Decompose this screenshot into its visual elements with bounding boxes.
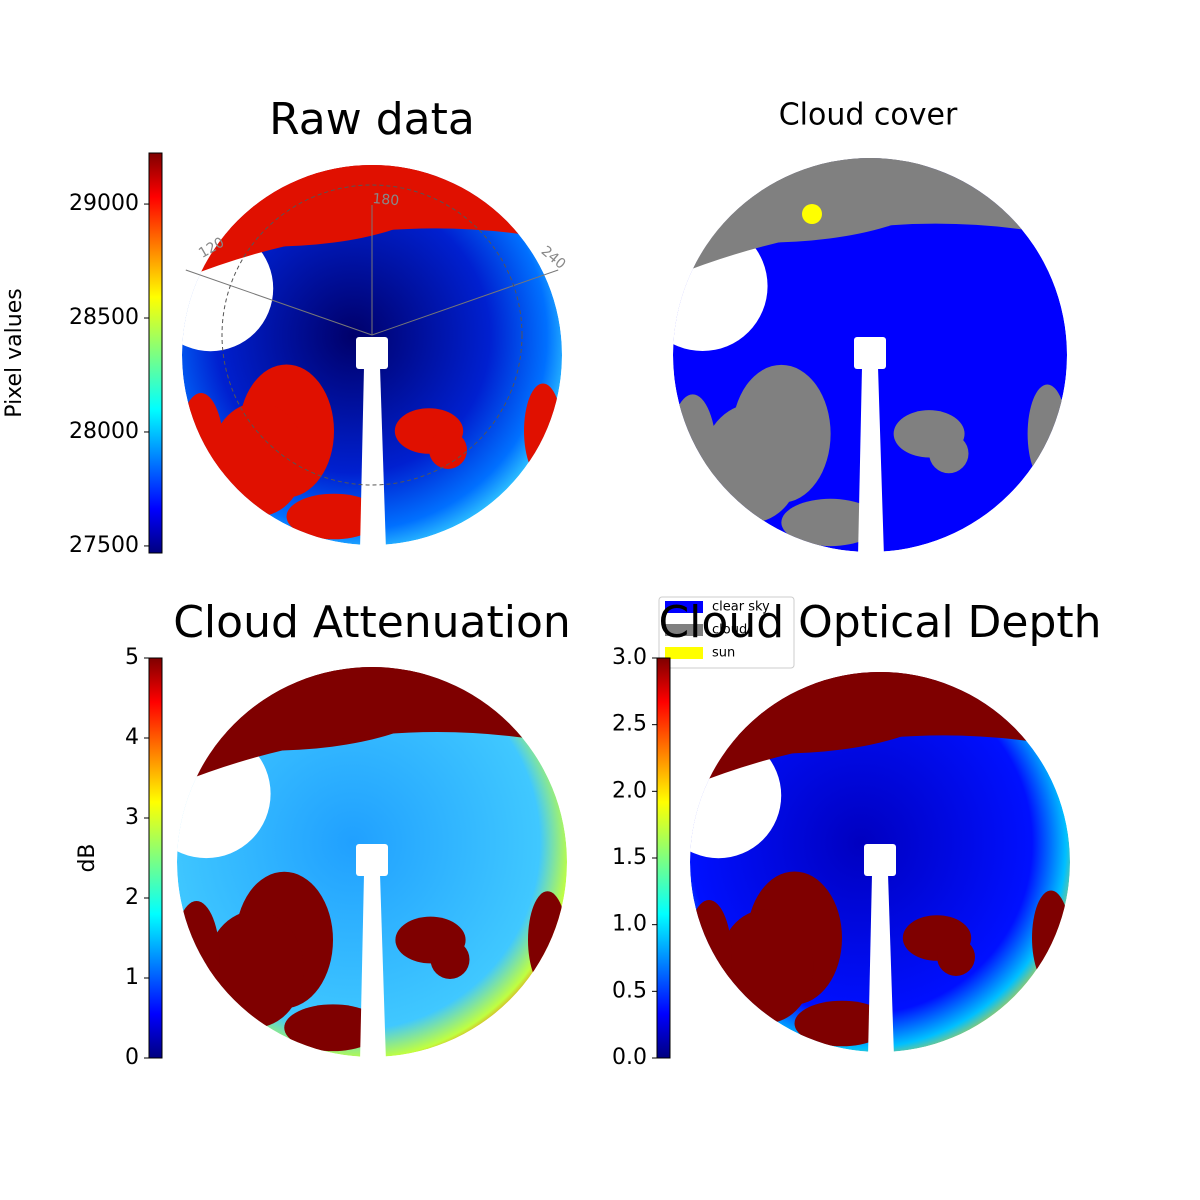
colorbar-tick-label: 3.0: [612, 645, 647, 670]
cloud: [781, 498, 880, 547]
mast-top: [864, 844, 896, 876]
cloud: [690, 900, 732, 1014]
colorbar-tick-label: 1.0: [612, 912, 647, 937]
colorbar-tick-label: 0.0: [612, 1045, 647, 1070]
cloud: [177, 901, 220, 1018]
sky-content: [182, 165, 562, 545]
sky-image: [673, 158, 1067, 557]
colorbar-tick-label: 5: [125, 645, 139, 670]
cloud: [1027, 384, 1067, 484]
sky-content: [690, 672, 1070, 1052]
legend-label: cloud: [712, 623, 747, 638]
colorbar-tick-label: 27500: [69, 533, 139, 558]
colorbar-tick-label: 4: [125, 725, 139, 750]
cloud: [182, 393, 224, 507]
colorbar-tick-label: 2.5: [612, 712, 647, 737]
cloud: [937, 938, 975, 976]
cloud: [210, 402, 306, 517]
colorbar-tick-label: 2.0: [612, 778, 647, 803]
polar-label: 180: [372, 191, 400, 209]
mast: [858, 367, 884, 557]
colorbar-tick-label: 1.5: [612, 845, 647, 870]
legend-swatch: [665, 624, 703, 636]
cloud: [794, 1000, 890, 1047]
colorbar-tick-label: 0: [125, 1045, 139, 1070]
legend-swatch: [665, 601, 703, 613]
sky-image: [690, 672, 1070, 1057]
cloud: [524, 383, 562, 479]
mast-top: [854, 337, 886, 369]
cloud: [528, 891, 567, 989]
mast-top: [356, 844, 388, 876]
mast: [360, 874, 386, 1062]
colorbar: [656, 657, 671, 1059]
colorbar: [148, 657, 163, 1059]
colorbar: [148, 152, 163, 554]
polar-ring: [221, 184, 523, 486]
sky-content: [673, 158, 1067, 552]
polar-spoke: [185, 269, 373, 336]
cloud: [673, 394, 717, 513]
colorbar-tick-label: 3: [125, 805, 139, 830]
cloud: [718, 909, 814, 1024]
mast: [360, 367, 386, 550]
cloud: [702, 404, 802, 523]
cloud: [206, 910, 304, 1028]
panel-title: Cloud Attenuation: [173, 597, 571, 648]
legend-label: sun: [712, 646, 735, 661]
cloud: [286, 493, 382, 540]
colorbar-tick-label: 28000: [69, 419, 139, 444]
panel-title: Raw data: [269, 94, 475, 145]
polar-spoke: [371, 269, 559, 336]
cloud: [929, 433, 969, 474]
panel-title: Cloud cover: [779, 98, 958, 133]
colorbar-tick-label: 29000: [69, 191, 139, 216]
legend: clear sky cloud sun: [658, 596, 795, 669]
mast-top: [356, 337, 388, 369]
mast: [868, 874, 894, 1057]
polar-label: 240: [538, 243, 569, 272]
panel-title: Cloud Optical Depth: [658, 597, 1101, 648]
cloud-cap: [673, 158, 1067, 277]
cloud: [430, 940, 470, 979]
colorbar-label: Pixel values: [2, 288, 27, 417]
colorbar-tick-label: 2: [125, 885, 139, 910]
cloud-cap: [177, 667, 567, 784]
sun: [802, 204, 822, 224]
legend-label: clear sky: [712, 600, 770, 615]
cloud: [429, 431, 467, 469]
cloud: [1032, 890, 1070, 986]
legend-swatch: [665, 647, 703, 659]
colorbar-tick-label: 0.5: [612, 978, 647, 1003]
cloud: [284, 1004, 382, 1052]
colorbar-tick-label: 1: [125, 965, 139, 990]
cloud-cap: [690, 672, 1070, 786]
colorbar-label: dB: [75, 843, 100, 872]
sky-image: [177, 667, 567, 1062]
sky-image: [182, 165, 562, 550]
colorbar-tick-label: 28500: [69, 305, 139, 330]
